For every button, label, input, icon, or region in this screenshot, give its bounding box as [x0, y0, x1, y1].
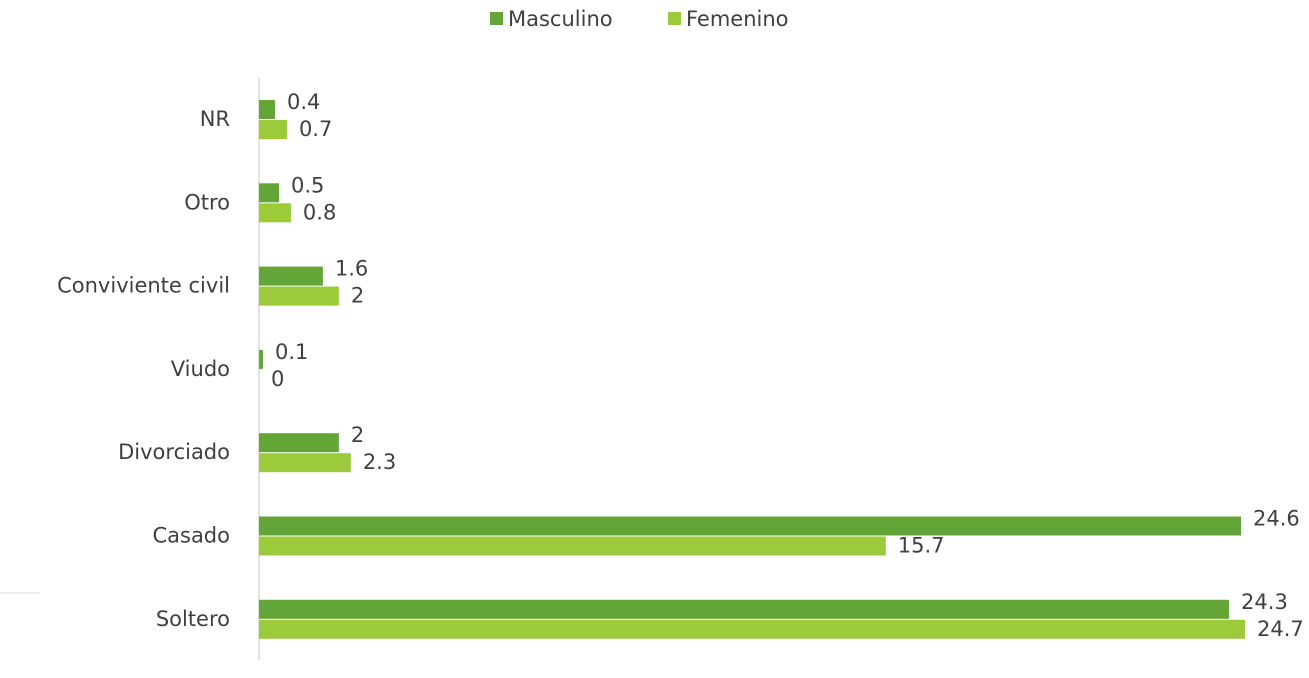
data-label: 2.3 [363, 450, 396, 474]
bar [259, 433, 339, 453]
data-label: 0.7 [299, 117, 332, 141]
data-label: 0.5 [291, 173, 324, 197]
data-label: 0.1 [275, 340, 308, 364]
bar [259, 599, 1230, 619]
y-tick-label: Casado [152, 524, 230, 548]
data-label: 0.4 [287, 90, 320, 114]
legend-swatch [490, 12, 503, 25]
data-label: 15.7 [898, 534, 945, 558]
data-label: 1.6 [335, 257, 368, 281]
legend-label: Masculino [508, 7, 613, 31]
legend-swatch [668, 12, 681, 25]
bar [259, 286, 339, 306]
bar [259, 266, 323, 286]
bar [259, 203, 291, 223]
data-label: 24.6 [1253, 507, 1300, 531]
bar [259, 183, 279, 203]
data-label: 2 [351, 284, 364, 308]
y-tick-label: Otro [184, 190, 230, 214]
y-tick-label: Conviviente civil [57, 274, 230, 298]
y-tick-label: NR [200, 107, 230, 131]
data-label: 0 [271, 367, 284, 391]
data-label: 2 [351, 423, 364, 447]
y-tick-label: Divorciado [118, 440, 230, 464]
bar [259, 100, 275, 119]
data-label: 0.8 [303, 200, 336, 224]
bar [259, 619, 1246, 639]
bar [259, 453, 351, 473]
legend-label: Femenino [686, 7, 789, 31]
y-tick-label: Viudo [171, 357, 230, 381]
bar [259, 120, 287, 139]
bar [259, 516, 1242, 536]
bar [259, 536, 886, 556]
y-tick-label: Soltero [156, 607, 230, 631]
data-label: 24.7 [1257, 617, 1304, 641]
bar [259, 349, 263, 369]
data-label: 24.3 [1241, 590, 1288, 614]
